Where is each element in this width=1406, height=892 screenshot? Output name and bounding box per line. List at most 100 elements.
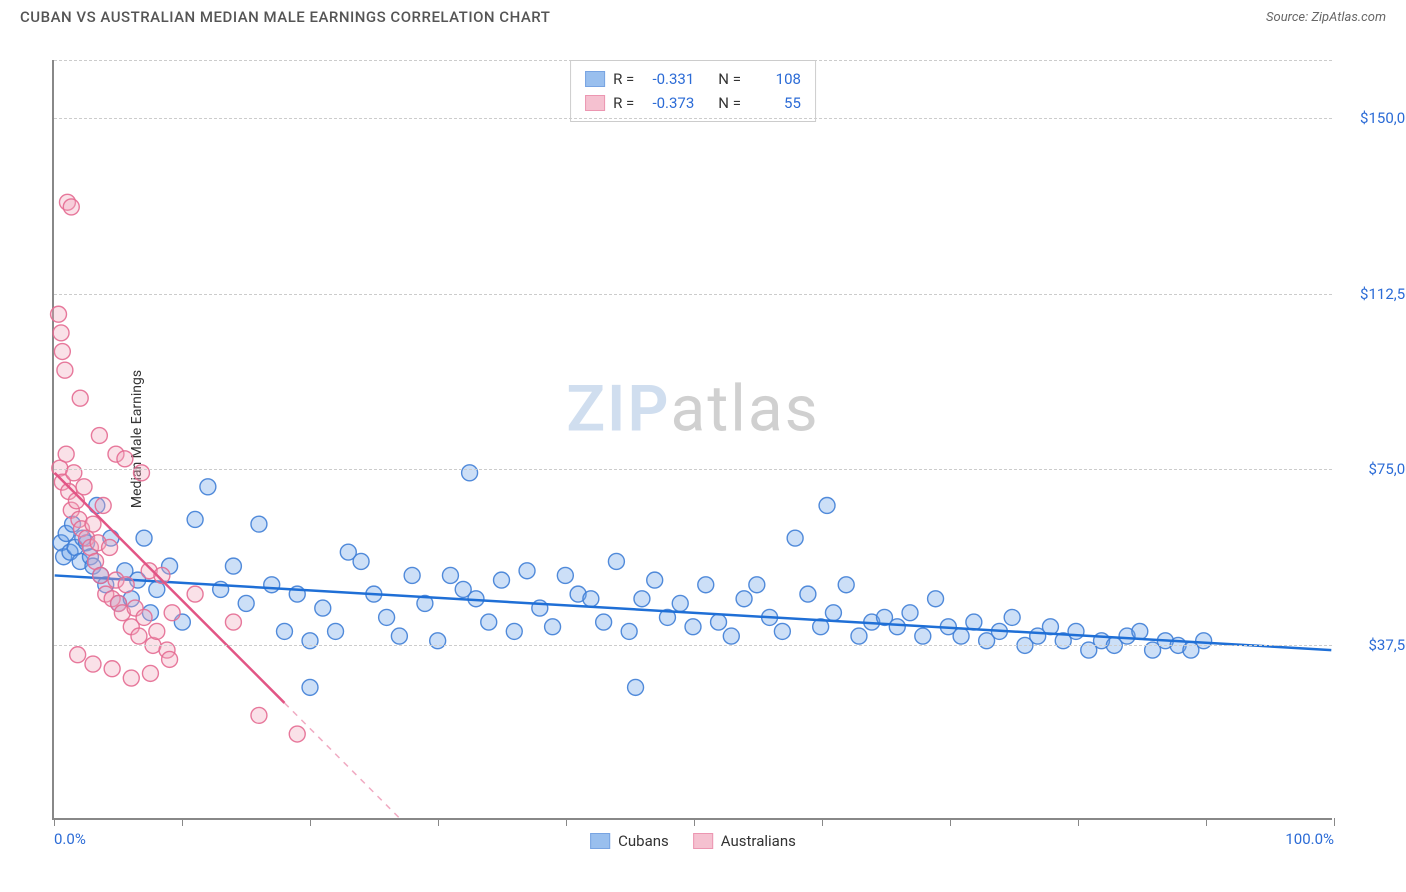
scatter-point [134,465,150,481]
scatter-point [685,619,701,635]
scatter-point [315,600,331,616]
scatter-point [93,567,109,583]
scatter-point [102,539,118,555]
scatter-svg [54,60,1332,818]
scatter-point [131,628,147,644]
scatter-point [647,572,663,588]
x-tick [566,818,567,826]
scatter-point [1004,609,1020,625]
scatter-point [104,661,120,677]
scatter-point [164,605,180,621]
x-tick [822,818,823,826]
scatter-point [494,572,510,588]
x-tick-label: 100.0% [1285,830,1334,848]
scatter-point [117,451,133,467]
scatter-point [123,670,139,686]
bottom-legend: Cubans Australians [590,832,796,850]
x-tick [1334,818,1335,826]
scatter-point [238,595,254,611]
scatter-point [136,609,152,625]
r-label: R = [613,67,634,91]
scatter-point [583,591,599,607]
scatter-point [698,577,714,593]
scatter-point [608,553,624,569]
scatter-point [928,591,944,607]
scatter-point [51,306,67,322]
scatter-point [187,586,203,602]
scatter-point [57,362,73,378]
trendline-dashed [284,703,399,818]
gridline [54,60,1332,61]
scatter-point [264,577,280,593]
scatter-point [481,614,497,630]
scatter-point [749,577,765,593]
stats-row-aust: R = -0.373 N = 55 [585,91,801,115]
n-label-2: N = [718,91,741,115]
scatter-point [819,497,835,513]
scatter-point [902,605,918,621]
chart-header: CUBAN VS AUSTRALIAN MEDIAN MALE EARNINGS… [0,0,1406,30]
scatter-point [672,595,688,611]
scatter-point [404,567,420,583]
swatch-cubans [585,71,605,87]
scatter-point [634,591,650,607]
scatter-point [379,609,395,625]
scatter-point [85,516,101,532]
scatter-point [462,465,478,481]
gridline [54,118,1332,119]
chart-title: CUBAN VS AUSTRALIAN MEDIAN MALE EARNINGS… [20,8,550,26]
scatter-point [628,679,644,695]
swatch-aust [585,95,605,111]
scatter-point [225,558,241,574]
x-tick [950,818,951,826]
scatter-point [76,479,92,495]
stats-row-cubans: R = -0.331 N = 108 [585,67,801,91]
scatter-point [289,726,305,742]
scatter-point [1196,633,1212,649]
scatter-point [302,633,318,649]
scatter-point [353,553,369,569]
scatter-point [142,665,158,681]
scatter-point [430,633,446,649]
scatter-point [736,591,752,607]
scatter-point [53,325,69,341]
scatter-point [889,619,905,635]
scatter-point [596,614,612,630]
scatter-point [391,628,407,644]
x-tick [310,818,311,826]
gridline [54,645,1332,646]
r-value-aust: -0.373 [642,91,694,115]
scatter-point [162,651,178,667]
source-name: ZipAtlas.com [1311,10,1386,25]
stats-legend: R = -0.331 N = 108 R = -0.373 N = 55 [570,60,816,122]
x-tick-label: 0.0% [54,830,86,848]
x-tick [694,818,695,826]
scatter-point [225,614,241,630]
scatter-point [506,623,522,639]
scatter-point [774,623,790,639]
n-value-aust: 55 [749,91,801,115]
scatter-point [838,577,854,593]
legend-label-aust: Australians [721,832,796,850]
scatter-point [545,619,561,635]
scatter-point [187,511,203,527]
scatter-point [251,516,267,532]
legend-item-aust: Australians [693,832,796,850]
scatter-point [85,656,101,672]
trendline [55,575,1332,650]
scatter-point [851,628,867,644]
scatter-point [915,628,931,644]
n-value-cubans: 108 [749,67,801,91]
legend-item-cubans: Cubans [590,832,669,850]
scatter-point [302,679,318,695]
scatter-point [800,586,816,602]
scatter-point [91,428,107,444]
gridline [54,294,1332,295]
chart-plot-area: Median Male Earnings ZIPatlas R = -0.331… [52,60,1332,820]
x-tick [54,818,55,826]
scatter-point [557,567,573,583]
scatter-point [825,605,841,621]
scatter-point [63,199,79,215]
scatter-point [1068,623,1084,639]
scatter-point [1132,623,1148,639]
